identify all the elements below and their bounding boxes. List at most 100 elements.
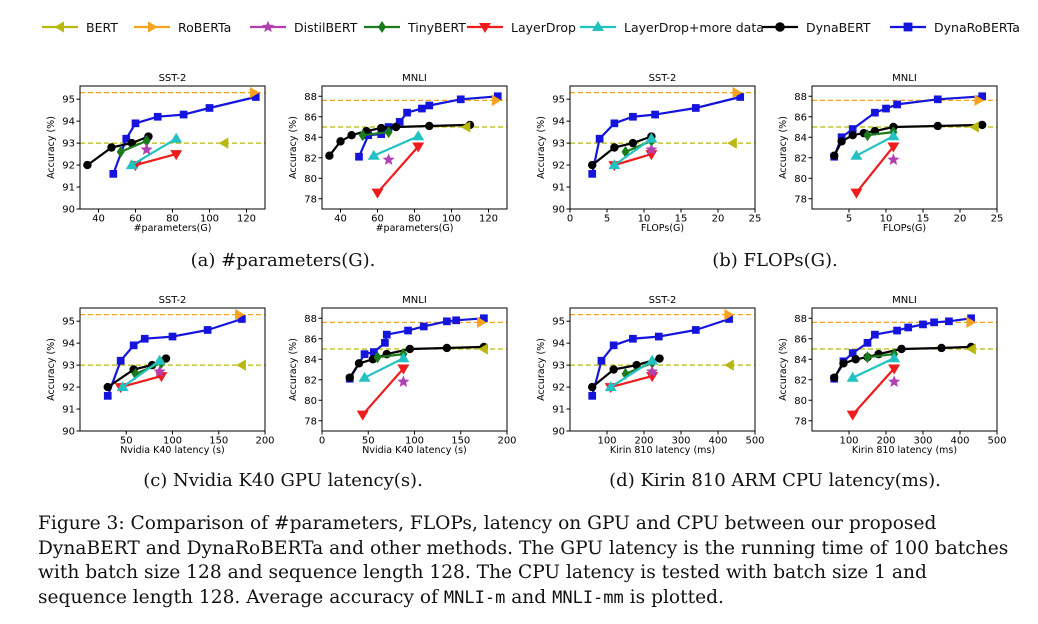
x-tick-label: 15 bbox=[675, 214, 688, 225]
series-line-layerdrop-more-data bbox=[373, 135, 419, 157]
series-line-dynabert bbox=[86, 135, 149, 166]
data-point-dynaroberta bbox=[871, 330, 879, 339]
y-tick-label: 92 bbox=[62, 161, 75, 172]
data-point-dynabert bbox=[345, 373, 354, 382]
series-line-tinybert bbox=[867, 131, 894, 137]
figure-caption: Figure 3: Comparison of #parameters, FLO… bbox=[38, 512, 1013, 610]
x-tick-label: 200 bbox=[255, 436, 274, 447]
x-tick-label: 5 bbox=[846, 214, 852, 225]
chart-legend: BERT RoBERTa DistilBERT TinyBERT LayerDrop La… bbox=[40, 14, 1020, 40]
y-tick-label: 82 bbox=[794, 153, 807, 164]
plot-frame bbox=[569, 307, 756, 432]
x-tick-label: 50 bbox=[362, 436, 375, 447]
series-distilbert bbox=[645, 143, 658, 155]
data-point-dynaroberta bbox=[203, 326, 212, 334]
series-layerdrop bbox=[846, 364, 901, 421]
series-roberta bbox=[724, 308, 734, 321]
data-point-dynaroberta bbox=[251, 93, 260, 101]
x-tick-label: 60 bbox=[371, 214, 384, 225]
y-tick-label: 94 bbox=[552, 117, 565, 128]
chart-title: SST-2 bbox=[649, 73, 677, 84]
chart-title: MNLI bbox=[402, 295, 427, 306]
series-line-layerdrop bbox=[361, 367, 405, 416]
series-layerdrop-more-data bbox=[367, 130, 425, 160]
data-point-dynabert bbox=[161, 354, 171, 363]
data-point-dynaroberta bbox=[610, 119, 619, 128]
chart-panel-1: SST-2 40 60 80 100 120 90 91 92 93 94 95 #parameters… bbox=[46, 73, 266, 234]
legend-label: DynaRoBERTa bbox=[934, 19, 1020, 35]
legend-item-dynaroberta: DynaRoBERTa bbox=[888, 14, 1020, 40]
series-line-layerdrop-more-data bbox=[852, 357, 895, 379]
series-bert bbox=[966, 343, 976, 355]
y-tick-label: 86 bbox=[794, 334, 807, 345]
x-tick-label: 100 bbox=[597, 436, 616, 447]
y-tick-label: 82 bbox=[794, 375, 807, 386]
legend-marker-layerdrop bbox=[479, 23, 491, 33]
series-distilbert bbox=[887, 153, 900, 165]
x-tick-label: 40 bbox=[92, 214, 105, 225]
data-point-dynaroberta bbox=[131, 119, 140, 128]
data-point-distilbert bbox=[153, 365, 166, 377]
data-point-dynaroberta bbox=[381, 339, 389, 347]
series-bert bbox=[236, 359, 246, 371]
series-distilbert bbox=[646, 365, 659, 377]
data-point-dynabert bbox=[978, 120, 987, 130]
x-tick-label: 15 bbox=[917, 214, 930, 225]
series-line-layerdrop bbox=[614, 153, 652, 167]
y-tick-label: 91 bbox=[552, 405, 565, 416]
legend-swatch-layerdrop bbox=[467, 23, 503, 33]
legend-label: BERT bbox=[86, 19, 118, 35]
legend-swatch-dynabert bbox=[762, 22, 798, 32]
x-tick-label: 20 bbox=[712, 214, 725, 225]
series-roberta bbox=[235, 308, 245, 321]
series-dynaroberta bbox=[588, 93, 745, 178]
x-axis-label: #parameters(G) bbox=[376, 223, 454, 234]
series-line-layerdrop-more-data bbox=[613, 137, 653, 166]
data-point-dynabert bbox=[897, 344, 906, 354]
y-tick-label: 82 bbox=[304, 375, 317, 386]
data-point-bert bbox=[969, 121, 979, 133]
legend-marker-layerdrop-more-data bbox=[592, 21, 604, 31]
data-point-layerdrop-more-data bbox=[153, 354, 166, 365]
y-tick-label: 91 bbox=[552, 183, 565, 194]
data-point-dynabert bbox=[848, 131, 857, 140]
x-tick-label: 80 bbox=[166, 214, 179, 225]
series-distilbert bbox=[140, 143, 153, 155]
legend-label: LayerDrop bbox=[511, 19, 576, 35]
data-point-roberta bbox=[235, 308, 245, 321]
chart-title: MNLI bbox=[892, 295, 917, 306]
legend-swatch-distilbert bbox=[250, 20, 286, 33]
data-point-dynaroberta bbox=[871, 108, 879, 117]
data-point-dynaroberta bbox=[452, 316, 460, 325]
data-point-dynabert bbox=[405, 344, 415, 354]
chart-panel-4: MNLI 5 10 15 20 25 78 80 82 84 86 88 FLOPs(G) Accurac… bbox=[778, 73, 1003, 234]
y-tick-label: 80 bbox=[304, 396, 317, 407]
data-point-distilbert bbox=[397, 375, 410, 387]
chart-panel-6: MNLI 0 50 100 150 200 78 80 82 84 86 88 Nvidia K40 l… bbox=[288, 295, 517, 456]
x-tick-label: 120 bbox=[237, 214, 256, 225]
data-point-layerdrop-more-data bbox=[645, 132, 658, 143]
data-point-dynaroberta bbox=[168, 332, 177, 341]
legend-label: RoBERTa bbox=[178, 19, 232, 35]
series-roberta bbox=[491, 94, 502, 106]
x-axis-label: #parameters(G) bbox=[134, 223, 212, 234]
y-tick-label: 93 bbox=[62, 361, 75, 372]
data-point-dynabert bbox=[588, 382, 597, 392]
x-axis-label: Nvidia K40 latency (s) bbox=[362, 445, 467, 456]
legend-swatch-bert bbox=[42, 21, 78, 33]
data-point-dynaroberta bbox=[129, 341, 138, 350]
data-point-dynabert bbox=[325, 151, 334, 160]
x-tick-label: 20 bbox=[954, 214, 967, 225]
data-point-dynaroberta bbox=[654, 332, 663, 341]
x-tick-label: 60 bbox=[129, 214, 142, 225]
data-point-dynaroberta bbox=[978, 92, 987, 101]
series-line-layerdrop-more-data bbox=[121, 359, 161, 388]
data-point-dynaroberta bbox=[893, 100, 901, 109]
y-tick-label: 88 bbox=[794, 314, 807, 325]
chart-panel-7: SST-2 100 200 300 400 500 90 91 92 93 94 95 Kirin 81… bbox=[536, 295, 765, 456]
legend-marker-roberta bbox=[148, 21, 158, 33]
series-tinybert bbox=[358, 126, 393, 142]
series-line-layerdrop bbox=[135, 153, 177, 167]
x-tick-label: 100 bbox=[839, 436, 858, 447]
data-point-layerdrop bbox=[397, 364, 410, 375]
